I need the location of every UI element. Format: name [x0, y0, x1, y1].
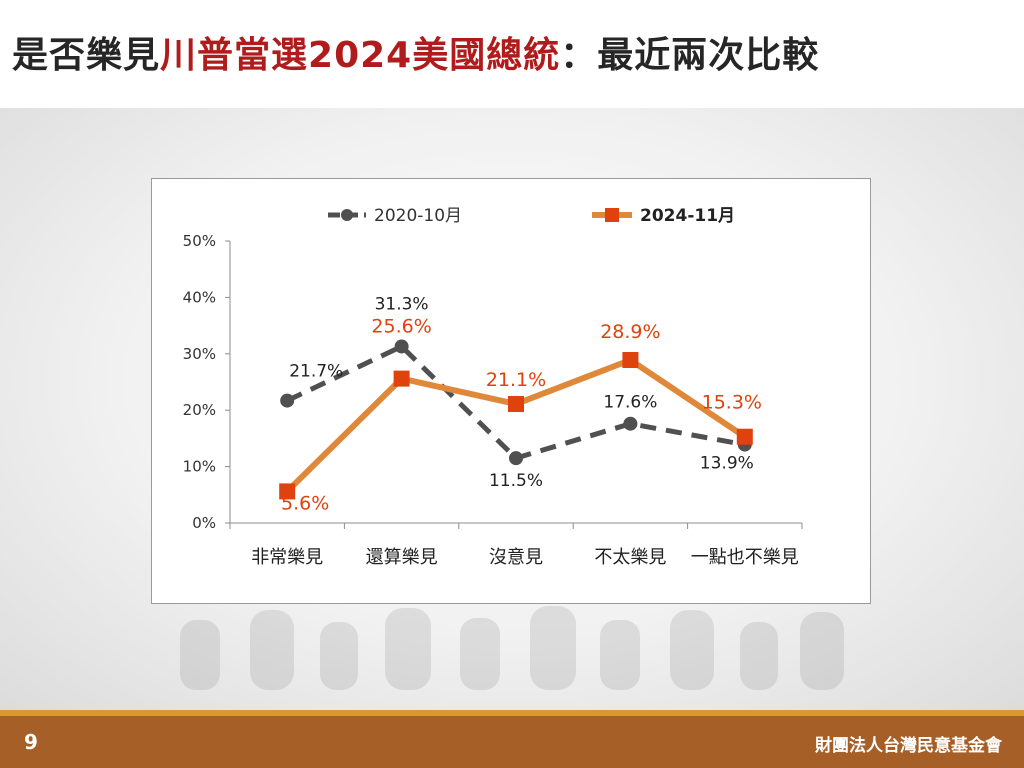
data-label-2020: 13.9%	[700, 454, 754, 474]
x-tick-label: 一點也不樂見	[691, 547, 799, 568]
page-number: 9	[24, 730, 38, 754]
title-part-2: ：最近兩次比較	[560, 35, 820, 76]
data-point-2020	[394, 339, 409, 354]
data-point-2020	[280, 393, 295, 408]
data-label-2020: 11.5%	[489, 471, 543, 491]
data-label-2020: 31.3%	[375, 294, 429, 314]
data-label-2024: 15.3%	[702, 392, 762, 414]
x-tick-label: 不太樂見	[594, 547, 666, 568]
data-point-2024	[736, 428, 753, 445]
data-point-2024	[622, 352, 639, 369]
legend-label-2020: 2020-10月	[374, 206, 462, 226]
data-label-2024: 5.6%	[281, 492, 329, 514]
data-label-2024: 21.1%	[486, 369, 546, 391]
footer-accent-line	[0, 710, 1024, 716]
data-label-2020: 21.7%	[289, 362, 343, 382]
organization-name: 財團法人台灣民意基金會	[815, 736, 1002, 756]
data-label-2020: 17.6%	[603, 393, 657, 413]
x-tick-label: 還算樂見	[366, 547, 438, 568]
data-point-2024	[508, 395, 524, 412]
y-tick-label: 20%	[183, 401, 216, 419]
title-highlight: 川普當選2024美國總統	[160, 35, 561, 76]
data-point-2024	[393, 370, 410, 387]
title-bar: 是否樂見川普當選2024美國總統：最近兩次比較	[0, 0, 1024, 108]
data-label-2024: 25.6%	[371, 316, 431, 338]
y-tick-label: 30%	[183, 345, 216, 363]
line-chart: 0% 10% 20% 30% 40% 50% 非常樂見 還算樂見 沒意見 不太樂見 一點也不樂見 21…	[183, 206, 803, 568]
footer-bar: 9 財團法人台灣民意基金會	[0, 716, 1024, 768]
data-point-2024	[279, 483, 296, 500]
page-title: 是否樂見川普當選2024美國總統：最近兩次比較	[12, 26, 819, 78]
legend-marker-2020	[341, 209, 353, 221]
data-label-2024: 28.9%	[600, 321, 660, 343]
title-part-1: 是否樂見	[12, 35, 161, 76]
crowd-silhouette-decoration	[180, 606, 844, 690]
x-tick-label: 沒意見	[489, 547, 543, 568]
y-tick-label: 50%	[183, 232, 216, 250]
legend-marker-2024	[605, 208, 619, 222]
data-point-2020	[509, 451, 523, 466]
chart-frame: 0% 10% 20% 30% 40% 50% 非常樂見 還算樂見 沒意見 不太樂見 一點也不樂見 21…	[151, 178, 871, 604]
x-tick-label: 非常樂見	[251, 547, 323, 568]
legend-label-2024: 2024-11月	[640, 206, 735, 226]
y-tick-label: 40%	[183, 288, 216, 306]
y-tick-label: 10%	[183, 458, 216, 476]
data-point-2020	[623, 416, 638, 431]
y-tick-label: 0%	[192, 514, 216, 532]
